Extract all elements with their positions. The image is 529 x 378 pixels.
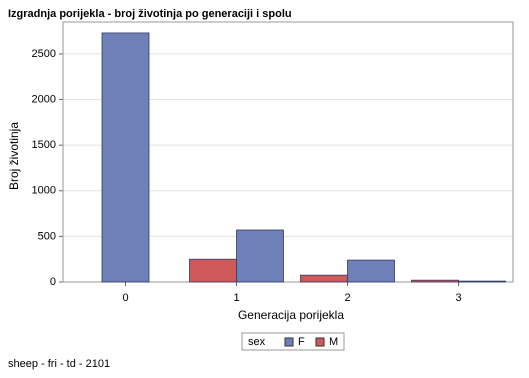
legend-swatch bbox=[284, 337, 294, 347]
x-axis-label: Generacija porijekla bbox=[238, 308, 344, 322]
bar bbox=[236, 229, 284, 283]
bar bbox=[411, 279, 459, 283]
x-tick-label: 0 bbox=[122, 292, 128, 304]
plot-frame bbox=[62, 21, 514, 283]
y-tick-label: 2000 bbox=[32, 93, 56, 105]
footnote: sheep - fri - td - 2101 bbox=[8, 358, 110, 370]
bar bbox=[189, 258, 237, 283]
bar bbox=[101, 32, 150, 283]
x-tick-label: 1 bbox=[233, 292, 239, 304]
y-tick-label: 2500 bbox=[32, 48, 56, 60]
x-tick-label: 2 bbox=[344, 292, 350, 304]
legend-swatch bbox=[315, 337, 325, 347]
bar bbox=[458, 280, 506, 283]
x-tick-label: 3 bbox=[455, 292, 461, 304]
bar bbox=[347, 259, 395, 283]
y-tick-label: 1000 bbox=[32, 185, 56, 197]
y-tick-label: 0 bbox=[50, 276, 56, 288]
legend-label: M bbox=[329, 336, 338, 348]
bar bbox=[300, 274, 348, 283]
legend-title: sex bbox=[248, 336, 266, 348]
legend-label: F bbox=[298, 336, 305, 348]
y-tick-label: 500 bbox=[38, 230, 56, 242]
chart-title: Izgradnja porijekla - broj životinja po … bbox=[8, 8, 292, 20]
y-axis-label: Broj životinja bbox=[7, 122, 21, 190]
legend-box bbox=[241, 332, 345, 351]
y-tick-label: 1500 bbox=[32, 139, 56, 151]
